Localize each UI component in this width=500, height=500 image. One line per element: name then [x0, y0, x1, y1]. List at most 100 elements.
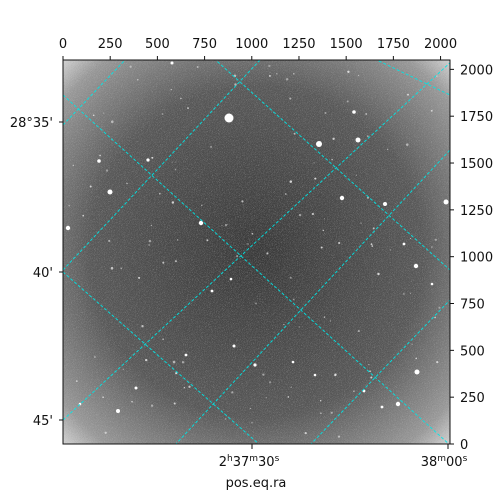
faint-star: [170, 88, 172, 91]
faint-star: [358, 74, 360, 77]
faint-star: [338, 241, 341, 245]
star: [184, 353, 188, 357]
faint-star: [276, 73, 278, 75]
faint-star: [409, 238, 412, 240]
grid-line-dec-2: [63, 271, 260, 444]
star: [224, 113, 234, 123]
faint-star: [158, 192, 161, 195]
faint-star: [319, 399, 322, 402]
faint-star: [249, 407, 251, 410]
right-tick-label-7: 1750: [460, 110, 493, 125]
faint-star: [150, 404, 154, 407]
faint-star: [262, 373, 265, 376]
faint-star: [138, 276, 141, 279]
faint-star: [171, 201, 175, 204]
faint-star: [131, 400, 133, 403]
faint-star: [209, 145, 213, 148]
faint-star: [289, 276, 292, 279]
star: [355, 137, 361, 143]
dec-tick-label-1: 40': [33, 266, 53, 281]
faint-star: [360, 222, 362, 224]
dec-tick-label-0: 28°35': [10, 116, 53, 131]
faint-star: [290, 386, 292, 389]
star: [413, 263, 419, 269]
faint-star: [323, 316, 326, 318]
right-tick-label-0: 0: [460, 438, 468, 453]
faint-star: [175, 372, 178, 375]
faint-star: [122, 368, 124, 370]
faint-star: [141, 325, 144, 328]
faint-star: [236, 255, 239, 258]
faint-star: [102, 396, 104, 398]
faint-star: [231, 391, 234, 394]
faint-star: [304, 431, 307, 435]
star: [229, 277, 233, 281]
faint-star: [173, 402, 176, 405]
faint-star: [434, 238, 437, 241]
faint-star: [150, 224, 153, 227]
grid-line-ra-4: [175, 149, 450, 444]
faint-star: [365, 113, 368, 115]
faint-star: [148, 239, 152, 243]
faint-star: [196, 66, 199, 68]
faint-star: [409, 292, 412, 294]
faint-star: [292, 298, 295, 301]
faint-star: [174, 168, 177, 171]
faint-star: [293, 132, 296, 135]
star: [170, 61, 174, 65]
plot-frame: [62, 59, 451, 445]
top-tick-label-7: 1750: [377, 37, 410, 52]
right-tick-label-8: 2000: [460, 63, 493, 78]
faint-star: [370, 376, 373, 379]
faint-star: [99, 154, 101, 157]
faint-star: [111, 120, 114, 123]
star: [116, 409, 120, 413]
faint-star: [255, 302, 257, 305]
faint-star: [129, 65, 132, 68]
faint-star: [181, 361, 185, 364]
faint-star: [180, 97, 182, 100]
top-tick-label-0: 0: [59, 37, 67, 52]
faint-star: [234, 83, 237, 86]
faint-star: [406, 143, 409, 146]
faint-star: [175, 161, 177, 163]
faint-star: [251, 232, 254, 235]
faint-star: [183, 387, 186, 389]
ra-axis: 2h37m30s 38m00s pos.eq.ra: [219, 444, 468, 491]
faint-star: [323, 218, 325, 220]
faint-star: [105, 169, 109, 172]
faint-star: [247, 243, 249, 245]
top-tick-label-2: 500: [145, 37, 170, 52]
faint-star: [177, 239, 179, 241]
faint-star: [265, 396, 267, 399]
faint-star: [293, 72, 295, 75]
star: [316, 141, 322, 147]
faint-star: [430, 109, 433, 112]
star: [232, 344, 236, 348]
faint-star: [172, 360, 176, 364]
faint-star: [355, 174, 358, 176]
faint-star: [372, 227, 375, 230]
coordinate-grid: [63, 60, 450, 444]
star: [430, 282, 434, 286]
grid-line-dec-3: [214, 60, 450, 271]
faint-star: [108, 239, 111, 242]
faint-star: [289, 180, 293, 183]
ra-tick-label-1: 38m00s: [421, 454, 468, 470]
faint-star: [171, 161, 173, 163]
faint-star: [366, 135, 369, 138]
faint-star: [298, 213, 302, 217]
faint-star: [389, 249, 392, 251]
stars: [65, 61, 449, 438]
right-tick-label-1: 250: [460, 391, 485, 406]
star: [253, 363, 257, 367]
star: [414, 369, 420, 375]
faint-star: [224, 418, 227, 420]
faint-star: [68, 204, 71, 207]
faint-star: [126, 182, 128, 185]
top-tick-label-5: 1250: [282, 37, 315, 52]
faint-star: [82, 214, 85, 217]
faint-star: [357, 330, 360, 333]
faint-star: [337, 435, 341, 438]
